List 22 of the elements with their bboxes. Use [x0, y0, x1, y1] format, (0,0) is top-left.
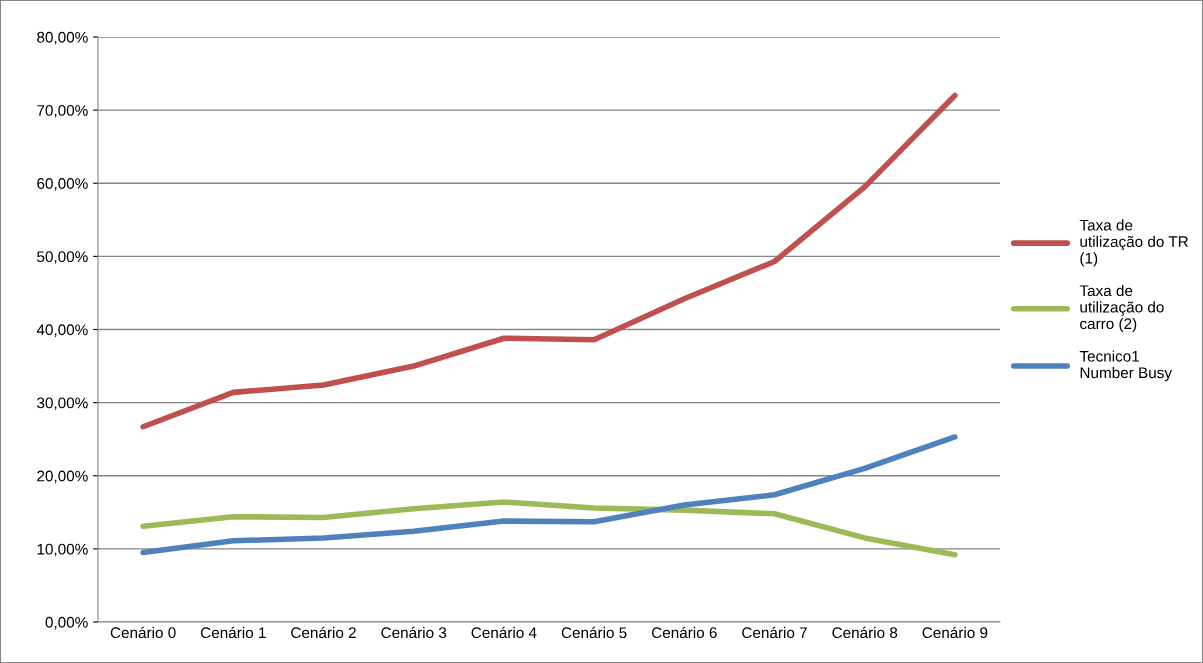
x-tick-label: Cenário 0 — [110, 626, 176, 639]
x-tick-label: Cenário 1 — [200, 626, 266, 639]
x-tick-label: Cenário 4 — [471, 626, 537, 639]
x-tick-label: Cenário 6 — [651, 626, 717, 639]
legend-label: Taxa de utilização do carro (2) — [1079, 284, 1164, 333]
x-tick-label: Cenário 2 — [291, 626, 356, 639]
y-tick-label: 10,00% — [37, 543, 88, 557]
x-tick-label: Cenário 9 — [922, 626, 988, 639]
y-tick-label: 50,00% — [37, 251, 88, 264]
legend-label: Taxa de utilização do TR (1) — [1079, 219, 1189, 267]
x-tick-label: Cenário 7 — [742, 626, 807, 639]
y-tick-label: 80,00% — [37, 31, 88, 45]
y-tick-label: 30,00% — [37, 397, 88, 411]
x-tick-label: Cenário 5 — [561, 626, 627, 639]
x-tick-label: Cenário 3 — [381, 626, 447, 639]
y-tick-label: 60,00% — [37, 178, 88, 191]
y-tick-label: 20,00% — [37, 470, 88, 484]
y-tick-label: 0,00% — [45, 616, 88, 630]
y-tick-label: 40,00% — [36, 324, 88, 337]
y-tick-label: 70,00% — [37, 104, 88, 118]
legend-label: Tecnico1 Number Busy — [1079, 350, 1172, 382]
x-tick-label: Cenário 8 — [832, 626, 898, 639]
